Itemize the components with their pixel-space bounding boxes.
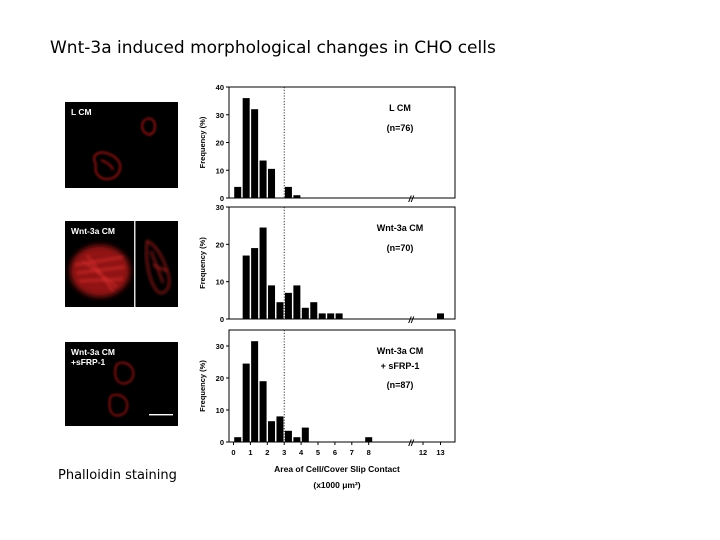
bar-2-12 xyxy=(335,313,343,319)
bar-2-1 xyxy=(242,255,250,319)
bar-2-7 xyxy=(293,285,301,319)
axis-break-3: // xyxy=(407,438,415,448)
bar-2-9 xyxy=(310,302,318,319)
axis-break-2: // xyxy=(407,315,415,325)
x-tick-label-9: 12 xyxy=(419,448,427,457)
y-axis-label-3: Frequency (%) xyxy=(198,360,207,412)
plot-frame-2 xyxy=(228,206,456,320)
bar-2-2 xyxy=(251,248,259,319)
bar-3-6 xyxy=(276,416,284,442)
bar-2-6 xyxy=(284,292,292,319)
x-tick-label-3: 3 xyxy=(282,448,286,457)
x-tick-label-1: 1 xyxy=(248,448,252,457)
bar-1-4 xyxy=(259,160,267,198)
axis-break-1: // xyxy=(407,194,415,204)
panel-title-1: L CM xyxy=(389,103,411,113)
y-tick-label-2-1: 10 xyxy=(216,278,224,287)
micrograph-wnt3a-cm: Wnt-3a CM xyxy=(65,221,178,307)
x-tick-label-0: 0 xyxy=(231,448,235,457)
micrograph-l-cm: L CM xyxy=(65,102,178,188)
x-tick-label-6: 6 xyxy=(333,448,337,457)
bar-2-8 xyxy=(301,307,309,319)
bar-2-3 xyxy=(259,227,267,319)
bar-3-3 xyxy=(251,341,259,442)
y-tick-label-2-2: 20 xyxy=(216,240,224,249)
y-tick-label-3-2: 20 xyxy=(216,374,224,383)
micrograph-wnt3a-sfrp1: Wnt-3a CM +sFRP-1 xyxy=(65,342,178,426)
bar-1-5 xyxy=(268,168,276,198)
bar-1-1 xyxy=(234,186,242,198)
x-tick-label-4: 4 xyxy=(299,448,304,457)
bar-1-2 xyxy=(242,98,250,198)
bar-3-1 xyxy=(234,437,242,442)
y-tick-label-1-4: 40 xyxy=(216,83,224,92)
x-tick-label-2: 2 xyxy=(265,448,269,457)
page-title: Wnt-3a induced morphological changes in … xyxy=(50,38,496,58)
x-tick-label-7: 7 xyxy=(350,448,354,457)
x-tick-label-10: 13 xyxy=(436,448,444,457)
y-tick-label-1-1: 10 xyxy=(216,166,224,175)
panel-n-1: (n=76) xyxy=(387,123,414,133)
bar-3-4 xyxy=(259,381,267,442)
bar-3-10 xyxy=(365,437,373,442)
panel-title-3: Wnt-3a CM xyxy=(377,346,424,356)
plot-frame-1 xyxy=(228,86,456,199)
bar-3-5 xyxy=(268,421,276,442)
y-tick-label-2-0: 0 xyxy=(220,315,224,324)
bar-3-2 xyxy=(242,363,250,442)
bar-3-9 xyxy=(301,427,309,442)
bar-1-7 xyxy=(284,186,292,198)
x-axis-unit: (x1000 μm²) xyxy=(313,480,360,490)
panel-title-2: Wnt-3a CM xyxy=(377,223,424,233)
y-axis-label-2: Frequency (%) xyxy=(198,237,207,289)
bar-2-11 xyxy=(327,313,335,319)
y-tick-label-3-3: 30 xyxy=(216,342,224,351)
micrograph-label-wnt3a-sfrp1: Wnt-3a CM +sFRP-1 xyxy=(71,347,115,367)
plot-frame-3 xyxy=(228,329,456,443)
wnt3a-sfrp1-cells xyxy=(108,362,173,417)
y-axis-label-1: Frequency (%) xyxy=(198,116,207,168)
micrograph-label-wnt3a-cm: Wnt-3a CM xyxy=(71,226,115,236)
panel-title2-3: + sFRP-1 xyxy=(381,361,420,371)
scale-bar xyxy=(149,414,173,416)
y-tick-label-1-3: 30 xyxy=(216,111,224,120)
bar-1-8 xyxy=(293,195,301,198)
bar-2-13 xyxy=(437,313,444,319)
micrograph-label-l-cm: L CM xyxy=(71,107,92,117)
panel-n-2: (n=70) xyxy=(387,243,414,253)
l-cm-cells xyxy=(93,117,156,180)
x-tick-label-8: 8 xyxy=(367,448,371,457)
bar-2-4 xyxy=(268,285,276,319)
bar-2-10 xyxy=(318,313,326,319)
x-axis-label: Area of Cell/Cover Slip Contact xyxy=(274,464,400,474)
bar-3-7 xyxy=(284,430,292,442)
bar-3-8 xyxy=(293,437,301,442)
x-tick-label-5: 5 xyxy=(316,448,320,457)
stain-label: Phalloidin staining xyxy=(58,468,177,483)
y-tick-label-3-1: 10 xyxy=(216,406,224,415)
y-tick-label-3-0: 0 xyxy=(220,438,224,447)
y-tick-label-2-3: 30 xyxy=(216,203,224,212)
bar-1-3 xyxy=(251,109,259,198)
bar-2-5 xyxy=(276,302,284,319)
wnt3a-cells xyxy=(70,221,171,307)
panel-n-3: (n=87) xyxy=(387,380,414,390)
y-tick-label-1-0: 0 xyxy=(220,194,224,203)
y-tick-label-1-2: 20 xyxy=(216,139,224,148)
